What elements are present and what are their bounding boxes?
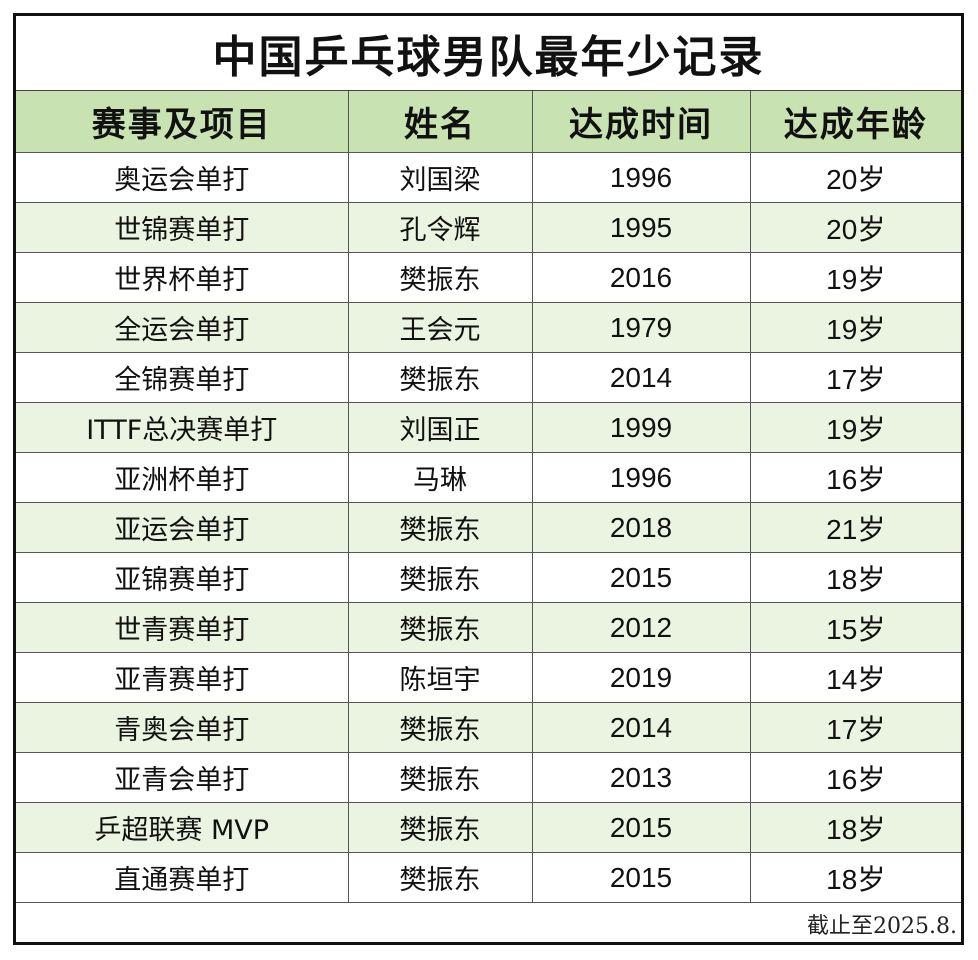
table-title: 中国乒乓球男队最年少记录	[16, 16, 961, 91]
name-cell: 樊振东	[348, 552, 533, 603]
year-cell: 1996	[532, 152, 751, 203]
records-sheet: 中国乒乓球男队最年少记录 赛事及项目 姓名 达成时间 达成年龄 奥运会单打 刘国…	[13, 13, 964, 945]
event-cell: 乒超联赛 MVP	[16, 802, 349, 853]
age-cell: 19岁	[750, 402, 961, 453]
age-cell: 21岁	[750, 502, 961, 553]
event-cell: 全运会单打	[16, 302, 349, 353]
year-cell: 1996	[532, 452, 751, 503]
age-cell: 20岁	[750, 202, 961, 253]
header-row: 赛事及项目 姓名 达成时间 达成年龄	[16, 91, 961, 153]
event-cell: 全锦赛单打	[16, 352, 349, 403]
year-cell: 1999	[532, 402, 751, 453]
table-row: 全锦赛单打 樊振东 2014 17岁	[16, 352, 961, 403]
event-cell: 直通赛单打	[16, 852, 349, 903]
table-row: 亚青赛单打 陈垣宇 2019 14岁	[16, 652, 961, 703]
name-cell: 刘国正	[348, 402, 533, 453]
name-cell: 樊振东	[348, 802, 533, 853]
event-cell: 世锦赛单打	[16, 202, 349, 253]
age-cell: 17岁	[750, 702, 961, 753]
name-cell: 陈垣宇	[348, 652, 533, 703]
age-cell: 18岁	[750, 852, 961, 903]
event-cell: 亚青会单打	[16, 752, 349, 803]
name-cell: 樊振东	[348, 852, 533, 903]
age-cell: 18岁	[750, 552, 961, 603]
table-row: 直通赛单打 樊振东 2015 18岁	[16, 852, 961, 903]
event-cell: 世界杯单打	[16, 252, 349, 303]
age-cell: 18岁	[750, 802, 961, 853]
event-cell: 青奥会单打	[16, 702, 349, 753]
year-cell: 2016	[532, 252, 751, 303]
year-cell: 2014	[532, 352, 751, 403]
name-cell: 樊振东	[348, 752, 533, 803]
column-header-age: 达成年龄	[750, 91, 961, 153]
event-cell: 世青赛单打	[16, 602, 349, 653]
year-cell: 2015	[532, 552, 751, 603]
table-row: 全运会单打 王会元 1979 19岁	[16, 302, 961, 353]
table-row: 世锦赛单打 孔令辉 1995 20岁	[16, 202, 961, 253]
year-cell: 2013	[532, 752, 751, 803]
year-cell: 2015	[532, 852, 751, 903]
age-cell: 17岁	[750, 352, 961, 403]
event-cell: ITTF总决赛单打	[16, 402, 349, 453]
name-cell: 王会元	[348, 302, 533, 353]
age-cell: 14岁	[750, 652, 961, 703]
age-cell: 19岁	[750, 302, 961, 353]
footnote: 截止至2025.8.	[807, 913, 957, 939]
event-cell: 亚锦赛单打	[16, 552, 349, 603]
table-row: 青奥会单打 樊振东 2014 17岁	[16, 702, 961, 753]
table-row: 乒超联赛 MVP 樊振东 2015 18岁	[16, 802, 961, 853]
table-row: ITTF总决赛单打 刘国正 1999 19岁	[16, 402, 961, 453]
table-row: 世青赛单打 樊振东 2012 15岁	[16, 602, 961, 653]
name-cell: 刘国梁	[348, 152, 533, 203]
name-cell: 孔令辉	[348, 202, 533, 253]
column-header-year: 达成时间	[532, 91, 751, 153]
event-cell: 亚运会单打	[16, 502, 349, 553]
table-row: 亚青会单打 樊振东 2013 16岁	[16, 752, 961, 803]
event-cell: 亚洲杯单打	[16, 452, 349, 503]
year-cell: 2019	[532, 652, 751, 703]
age-cell: 20岁	[750, 152, 961, 203]
column-header-name: 姓名	[348, 91, 533, 153]
name-cell: 樊振东	[348, 702, 533, 753]
year-cell: 1979	[532, 302, 751, 353]
name-cell: 马琳	[348, 452, 533, 503]
column-header-event: 赛事及项目	[16, 91, 349, 153]
table-row: 亚运会单打 樊振东 2018 21岁	[16, 502, 961, 553]
age-cell: 19岁	[750, 252, 961, 303]
age-cell: 15岁	[750, 602, 961, 653]
table-row: 世界杯单打 樊振东 2016 19岁	[16, 252, 961, 303]
event-cell: 奥运会单打	[16, 152, 349, 203]
age-cell: 16岁	[750, 452, 961, 503]
name-cell: 樊振东	[348, 352, 533, 403]
event-cell: 亚青赛单打	[16, 652, 349, 703]
year-cell: 2018	[532, 502, 751, 553]
table-row: 奥运会单打 刘国梁 1996 20岁	[16, 152, 961, 203]
year-cell: 2012	[532, 602, 751, 653]
year-cell: 2014	[532, 702, 751, 753]
year-cell: 1995	[532, 202, 751, 253]
name-cell: 樊振东	[348, 602, 533, 653]
table-row: 亚洲杯单打 马琳 1996 16岁	[16, 452, 961, 503]
age-cell: 16岁	[750, 752, 961, 803]
year-cell: 2015	[532, 802, 751, 853]
table-row: 亚锦赛单打 樊振东 2015 18岁	[16, 552, 961, 603]
name-cell: 樊振东	[348, 252, 533, 303]
records-table: 赛事及项目 姓名 达成时间 达成年龄 奥运会单打 刘国梁 1996 20岁 世锦…	[16, 91, 961, 903]
name-cell: 樊振东	[348, 502, 533, 553]
